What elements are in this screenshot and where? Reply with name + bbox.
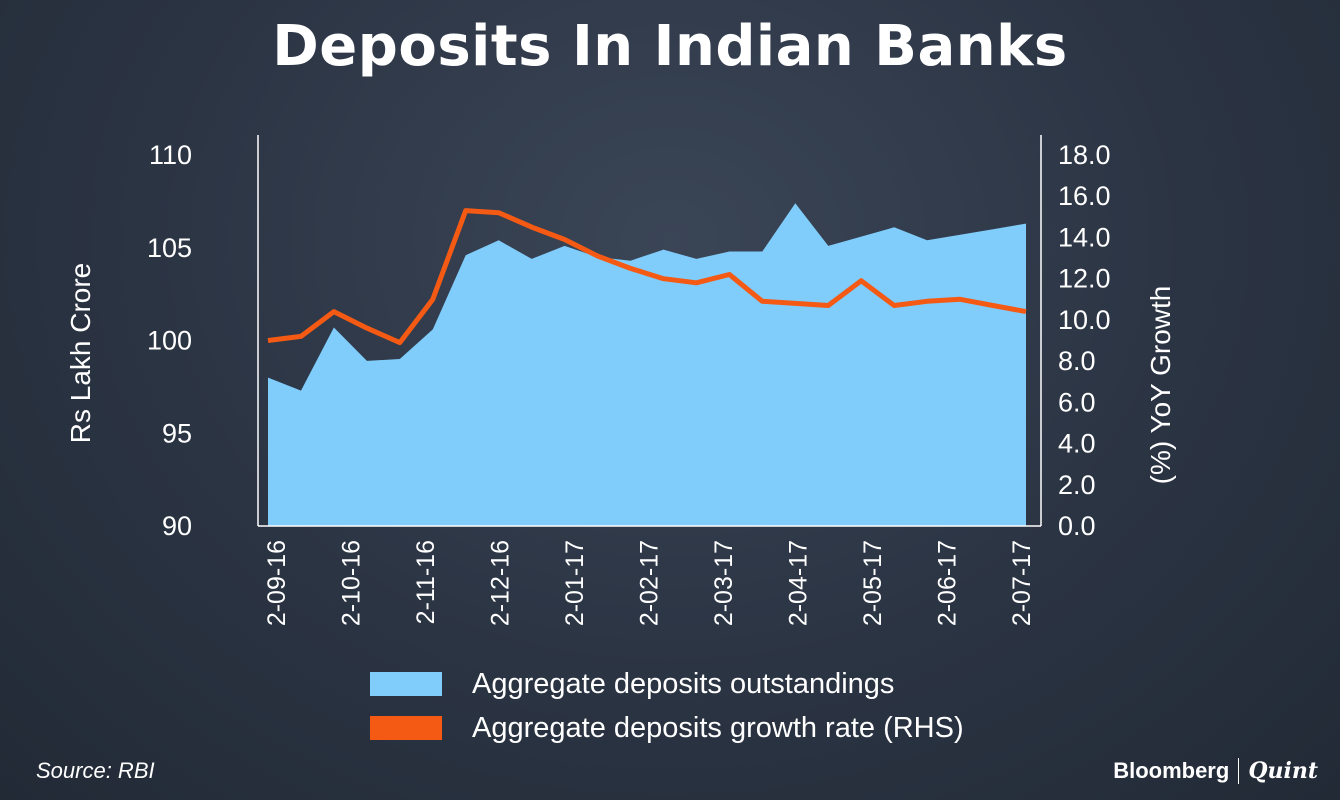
brand-bloomberg: Bloomberg [1113,758,1230,783]
source-note: Source: RBI [36,758,155,783]
y-tick-right: 6.0 [1058,387,1096,417]
legend-item-growth: Aggregate deposits growth rate (RHS) [370,706,964,750]
y-tick-right: 2.0 [1058,470,1096,500]
chart-title: Deposits In Indian Banks [272,14,1068,79]
legend-label-deposits: Aggregate deposits outstandings [472,667,895,700]
legend-item-deposits: Aggregate deposits outstandings [370,662,964,706]
y-tick-right: 18.0 [1058,140,1111,170]
y-tick-left: 95 [162,418,192,448]
y-tick-right: 4.0 [1058,429,1096,459]
x-axis-ticks: 2-09-16 2-10-16 2-11-16 2-12-16 2-01-17 2-02-… [263,540,1036,626]
x-tick-label: 2-05-17 [859,540,887,626]
legend-label-growth: Aggregate deposits growth rate (RHS) [472,711,964,744]
y-tick-right: 12.0 [1058,264,1111,294]
legend-swatch-line [370,716,442,740]
x-tick-label: 2-12-16 [487,540,515,626]
x-tick-label: 2-02-17 [636,540,664,626]
area-deposits-outstanding [268,203,1026,526]
axes-layer [257,135,1042,527]
brand-quint: Quint [1248,758,1318,784]
y-tick-right: 14.0 [1058,222,1111,252]
y-tick-right: 0.0 [1058,511,1096,541]
y-tick-right: 16.0 [1058,181,1111,211]
x-tick-label: 2-03-17 [710,540,738,626]
x-tick-label: 2-06-17 [934,540,962,626]
left-axis-ticks: 110 105 100 95 90 [147,140,192,541]
x-tick-label: 2-09-16 [263,540,291,626]
x-tick-label: 2-11-16 [412,540,440,624]
legend-swatch-area [370,672,442,696]
y-tick-left: 90 [162,511,192,541]
area-series-layer [267,203,1027,526]
line-growth-rate [267,208,1027,346]
right-axis-ticks: 18.0 16.0 14.0 12.0 10.0 8.0 6.0 4.0 2.0 0.0 [1058,140,1111,541]
y-tick-left: 100 [147,326,192,356]
x-tick-label: 2-10-16 [338,540,366,626]
y-tick-right: 8.0 [1058,346,1096,376]
y-tick-right: 10.0 [1058,305,1111,335]
x-tick-label: 2-04-17 [785,540,813,626]
legend: Aggregate deposits outstandings Aggregat… [370,662,964,750]
y-axis-label-right: (%) YoY Growth [1145,286,1176,485]
x-tick-label: 2-07-17 [1008,540,1036,626]
y-tick-left: 105 [147,233,192,263]
x-tick-label: 2-01-17 [561,540,589,626]
brand-logo: Bloomberg Quint [1113,758,1318,784]
line-series-layer [267,208,1027,346]
brand-divider [1238,758,1240,784]
y-axis-label-left: Rs Lakh Crore [65,263,96,444]
y-tick-left: 110 [149,140,192,170]
